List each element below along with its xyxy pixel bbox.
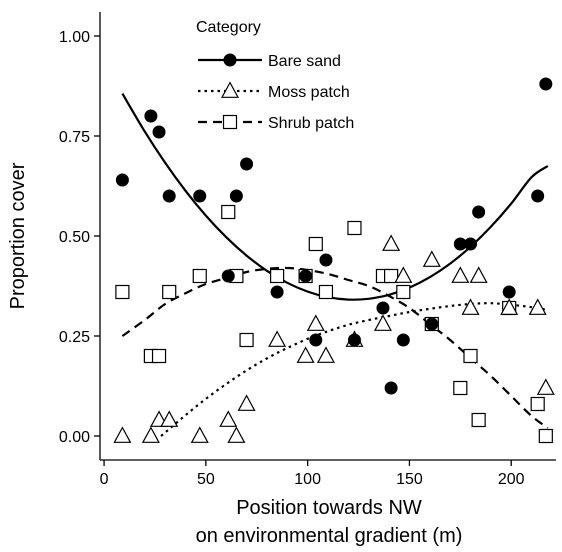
shrub-patch-point (471, 412, 486, 428)
moss-patch-point (394, 266, 413, 283)
bare-sand-point (193, 189, 207, 203)
bare-sand-point (425, 317, 439, 331)
shrub-patch-point (396, 284, 411, 300)
y-tick-label: 0.50 (59, 229, 90, 246)
moss-patch-point (296, 346, 315, 363)
bare-sand-point (539, 77, 553, 91)
shrub-patch-point (384, 268, 399, 284)
shrub-patch-point (463, 348, 478, 364)
bare-sand-fit-line (121, 93, 549, 301)
shrub-patch-point (115, 284, 130, 300)
x-ticks: 0 50 100 150 200 (100, 460, 525, 488)
moss-patch-point (451, 266, 470, 283)
y-tick-label: 0.00 (59, 429, 90, 446)
shrub-patch-point (162, 284, 177, 300)
shrub-patch-point (308, 236, 323, 252)
shrub-patch-point (270, 268, 285, 284)
moss-patch-point (237, 394, 256, 411)
shrub-patch-point (453, 380, 468, 396)
shrub-patch-point (347, 220, 362, 236)
moss-patch-point (160, 410, 179, 427)
legend-entries: Bare sand Moss patch Shrub patch (198, 53, 354, 132)
moss-patch-point (373, 314, 392, 331)
legend-title: Category (196, 19, 261, 36)
legend-marker-moss-patch (220, 81, 240, 98)
legend-label-moss-patch: Moss patch (268, 84, 350, 101)
legend: Category Bare sand Moss patch Shrub patch (196, 19, 354, 132)
y-tick-label: 1.00 (59, 29, 90, 46)
legend-marker-shrub-patch (222, 114, 238, 130)
y-ticks: 0.00 0.25 0.50 0.75 1.00 (59, 29, 100, 446)
data-points (113, 77, 555, 444)
legend-label-bare-sand: Bare sand (268, 53, 341, 70)
bare-sand-point (309, 333, 323, 347)
x-axis-title-line1: Position towards NW (236, 497, 422, 519)
shrub-patch-fit-line (121, 266, 549, 429)
moss-patch-point (227, 426, 246, 443)
bare-sand-point (299, 269, 313, 283)
moss-patch-point (190, 426, 209, 443)
y-axis-title: Proportion cover (7, 162, 29, 309)
bare-sand-point (115, 173, 129, 187)
bare-sand-point (376, 301, 390, 315)
moss-patch-point (113, 426, 132, 443)
moss-patch-point (382, 234, 401, 251)
bare-sand-point (270, 285, 284, 299)
shrub-patch-point (530, 396, 545, 412)
moss-patch-point (528, 298, 547, 315)
y-tick-label: 0.25 (59, 329, 90, 346)
shrub-patch-point (221, 204, 236, 220)
moss-patch-point (316, 346, 335, 363)
shrub-patch-point (192, 268, 207, 284)
bare-sand-point (384, 381, 398, 395)
legend-label-shrub-patch: Shrub patch (268, 115, 354, 132)
bare-sand-point (531, 189, 545, 203)
y-tick-label: 0.75 (59, 129, 90, 146)
bare-sand-point (396, 333, 410, 347)
bare-sand-point (319, 253, 333, 267)
shrub-patch-point (538, 428, 553, 444)
moss-patch-point (500, 298, 519, 315)
bare-sand-point (144, 109, 158, 123)
legend-marker-bare-sand (223, 53, 237, 67)
moss-patch-point (219, 410, 238, 427)
x-tick-label: 0 (100, 471, 109, 488)
x-tick-label: 200 (498, 471, 525, 488)
bare-sand-point (221, 269, 235, 283)
moss-patch-point (306, 314, 325, 331)
moss-patch-point (422, 250, 441, 267)
bare-sand-point (472, 205, 486, 219)
bare-sand-point (240, 157, 254, 171)
fit-curves (121, 93, 549, 437)
x-tick-label: 100 (294, 471, 321, 488)
x-tick-label: 50 (197, 471, 215, 488)
x-tick-label: 150 (396, 471, 423, 488)
bare-sand-point (347, 333, 361, 347)
bare-sand-point (502, 285, 516, 299)
bare-sand-point (162, 189, 176, 203)
bare-sand-point (152, 125, 166, 139)
x-axis-title-line2: on environmental gradient (m) (196, 525, 463, 547)
axes (99, 12, 556, 461)
shrub-patch-point (318, 284, 334, 300)
moss-patch-point (469, 266, 488, 283)
bare-sand-point (229, 189, 243, 203)
shrub-patch-point (151, 348, 167, 364)
bare-sand-point (464, 237, 477, 251)
moss-patch-point (141, 426, 160, 443)
moss-patch-point (536, 378, 555, 395)
moss-patch-point (268, 330, 287, 347)
shrub-patch-point (239, 332, 254, 348)
moss-patch-fit-line (160, 302, 549, 437)
moss-patch-point (461, 298, 480, 315)
